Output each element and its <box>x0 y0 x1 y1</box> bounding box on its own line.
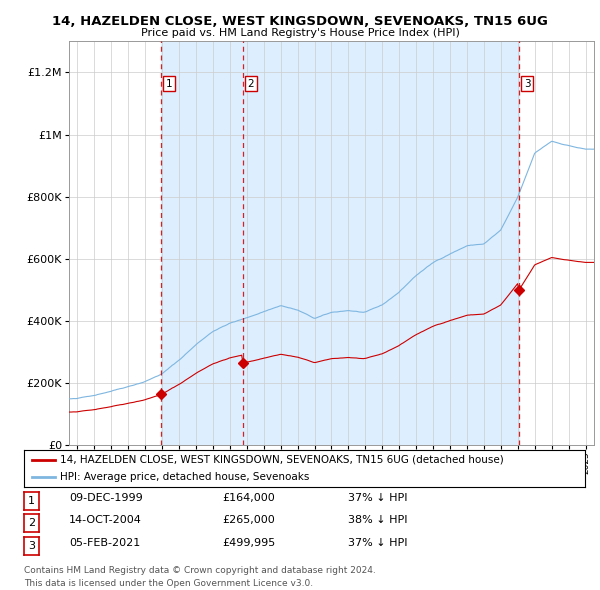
Text: 37% ↓ HPI: 37% ↓ HPI <box>348 538 407 548</box>
Text: 1: 1 <box>28 496 35 506</box>
Text: Contains HM Land Registry data © Crown copyright and database right 2024.: Contains HM Land Registry data © Crown c… <box>24 566 376 575</box>
Text: 05-FEB-2021: 05-FEB-2021 <box>69 538 140 548</box>
Text: HPI: Average price, detached house, Sevenoaks: HPI: Average price, detached house, Seve… <box>61 473 310 483</box>
Text: 3: 3 <box>28 541 35 550</box>
Text: 37% ↓ HPI: 37% ↓ HPI <box>348 493 407 503</box>
Text: £164,000: £164,000 <box>222 493 275 503</box>
Text: 2: 2 <box>28 519 35 528</box>
Text: £499,995: £499,995 <box>222 538 275 548</box>
Text: 38% ↓ HPI: 38% ↓ HPI <box>348 516 407 525</box>
Text: 14, HAZELDEN CLOSE, WEST KINGSDOWN, SEVENOAKS, TN15 6UG (detached house): 14, HAZELDEN CLOSE, WEST KINGSDOWN, SEVE… <box>61 455 504 465</box>
Text: 2: 2 <box>247 78 254 88</box>
Text: 3: 3 <box>524 78 530 88</box>
Text: This data is licensed under the Open Government Licence v3.0.: This data is licensed under the Open Gov… <box>24 579 313 588</box>
Text: 14, HAZELDEN CLOSE, WEST KINGSDOWN, SEVENOAKS, TN15 6UG: 14, HAZELDEN CLOSE, WEST KINGSDOWN, SEVE… <box>52 15 548 28</box>
Bar <box>161 41 520 445</box>
Text: 09-DEC-1999: 09-DEC-1999 <box>69 493 143 503</box>
Text: Price paid vs. HM Land Registry's House Price Index (HPI): Price paid vs. HM Land Registry's House … <box>140 28 460 38</box>
Text: £265,000: £265,000 <box>222 516 275 525</box>
Text: 14-OCT-2004: 14-OCT-2004 <box>69 516 142 525</box>
Text: 1: 1 <box>166 78 172 88</box>
